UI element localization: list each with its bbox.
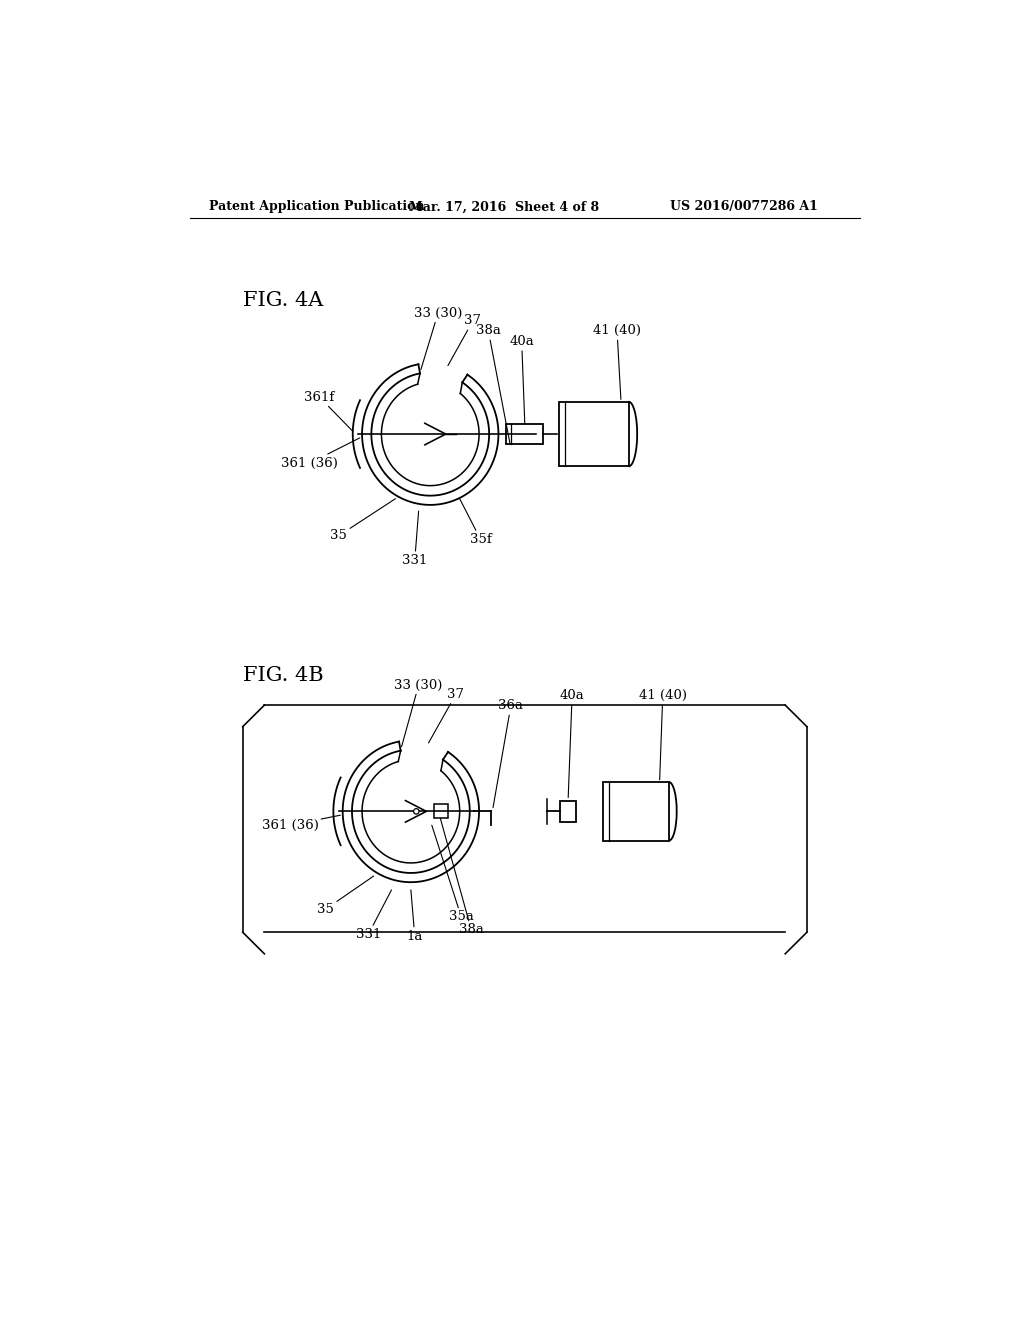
Bar — [434, 804, 449, 818]
Bar — [603, 781, 669, 841]
Text: 33 (30): 33 (30) — [414, 306, 462, 370]
Text: Mar. 17, 2016  Sheet 4 of 8: Mar. 17, 2016 Sheet 4 of 8 — [410, 201, 599, 214]
Circle shape — [414, 809, 419, 814]
Bar — [559, 401, 629, 466]
Text: 40a: 40a — [509, 335, 535, 424]
Text: 36a: 36a — [493, 700, 523, 808]
Text: 35f: 35f — [460, 499, 492, 546]
Text: FIG. 4A: FIG. 4A — [243, 292, 324, 310]
Text: 361 (36): 361 (36) — [261, 816, 340, 832]
Text: 37: 37 — [447, 314, 481, 366]
Text: 38a: 38a — [476, 325, 510, 444]
Text: US 2016/0077286 A1: US 2016/0077286 A1 — [671, 201, 818, 214]
Text: 41 (40): 41 (40) — [593, 325, 641, 400]
Text: 35: 35 — [331, 499, 395, 543]
Text: 1a: 1a — [407, 890, 423, 942]
Text: 37: 37 — [428, 688, 464, 743]
Text: 331: 331 — [355, 890, 391, 941]
Text: 331: 331 — [402, 511, 427, 566]
Text: 40a: 40a — [560, 689, 585, 797]
Text: 361 (36): 361 (36) — [281, 438, 359, 470]
Bar — [560, 800, 575, 822]
Text: 33 (30): 33 (30) — [394, 678, 442, 747]
Bar — [506, 424, 544, 444]
Text: 361f: 361f — [304, 391, 353, 432]
Text: 38a: 38a — [440, 818, 483, 936]
Text: Patent Application Publication: Patent Application Publication — [209, 201, 425, 214]
Text: 35: 35 — [317, 876, 374, 916]
Text: 35a: 35a — [432, 825, 474, 924]
Text: 41 (40): 41 (40) — [639, 689, 687, 780]
Text: FIG. 4B: FIG. 4B — [243, 667, 324, 685]
